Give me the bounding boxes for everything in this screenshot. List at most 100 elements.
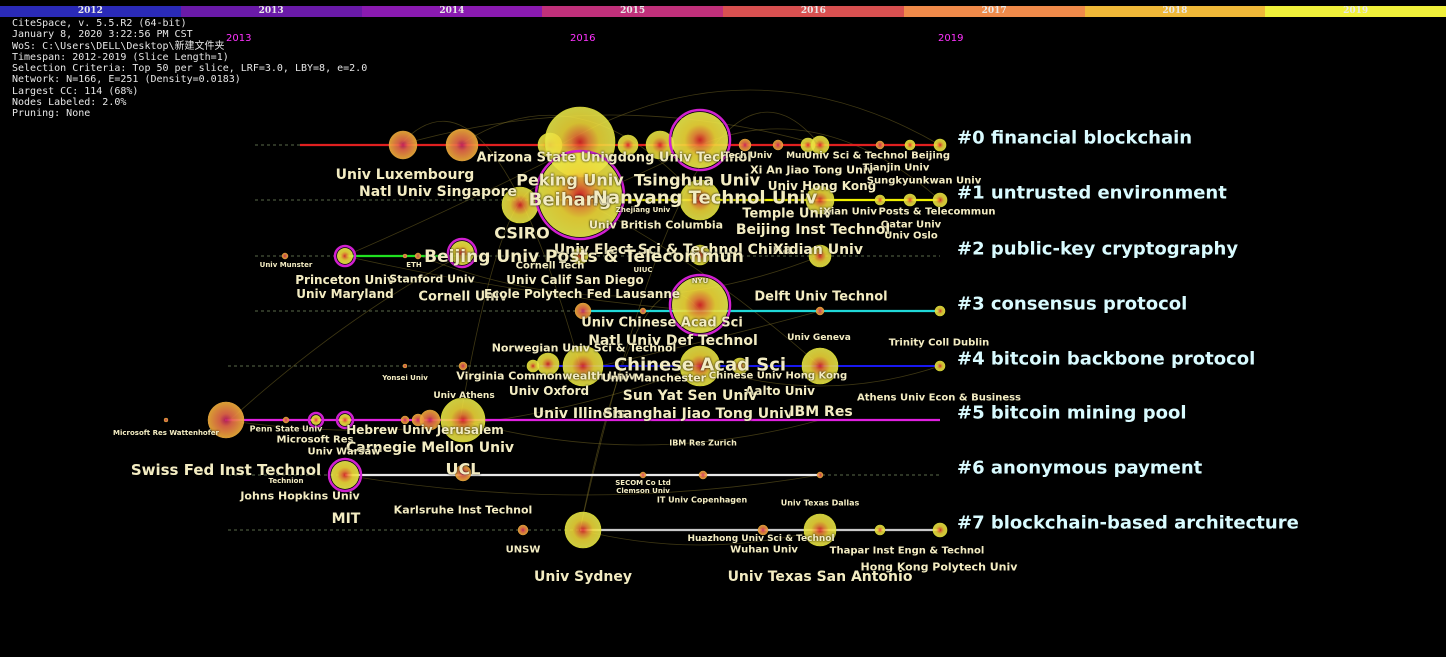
institution-label: Karlsruhe Inst Technol bbox=[393, 503, 533, 517]
institution-label: CSIRO bbox=[494, 223, 550, 243]
institution-label: Sun Yat Sen Univ bbox=[622, 388, 758, 404]
institution-label: SECOM Co Ltd bbox=[615, 479, 671, 487]
year-marker-2013: 2013 bbox=[226, 33, 252, 44]
cluster-label-4: #4 bitcoin backbone protocol bbox=[957, 348, 1256, 370]
institution-label: Univ Hong Kong bbox=[767, 179, 877, 193]
citation-link bbox=[344, 474, 821, 496]
institution-label: Beijing Univ Posts & Telecommun bbox=[424, 247, 744, 267]
citation-link bbox=[699, 365, 941, 387]
institution-label: Nanyang Technol Univ bbox=[592, 187, 818, 209]
timeline-year-2017: 2017 bbox=[903, 6, 1085, 17]
institution-label: IBM Res bbox=[789, 404, 853, 420]
citation-link bbox=[229, 255, 461, 421]
institution-label: Chinese Univ Hong Kong bbox=[708, 370, 848, 382]
node-ring-centrality bbox=[668, 273, 732, 337]
cluster-label-3: #3 consensus protocol bbox=[957, 293, 1188, 315]
cluster-label-2: #2 public-key cryptography bbox=[957, 238, 1239, 260]
institution-label: Beihang bbox=[528, 189, 612, 211]
timeline-year-2019: 2019 bbox=[1265, 6, 1446, 17]
institution-node bbox=[874, 194, 886, 206]
info-line: Network: N=166, E=251 (Density=0.0183) bbox=[12, 74, 241, 86]
institution-node bbox=[810, 135, 830, 155]
institution-label: Beijing Inst Technol bbox=[735, 222, 891, 238]
institution-label: Carnegie Mellon Univ bbox=[345, 440, 515, 456]
institution-label: Posts & Telecommun bbox=[878, 206, 996, 218]
institution-label: Hong Kong Polytech Univ bbox=[860, 560, 1018, 574]
institution-label: Univ Luxembourg bbox=[335, 167, 475, 183]
institution-node bbox=[454, 464, 472, 482]
institution-node bbox=[339, 414, 351, 426]
institution-node bbox=[400, 415, 410, 425]
institution-label: Univ Illinois bbox=[532, 406, 626, 422]
node-ring-centrality bbox=[333, 244, 357, 268]
institution-label: Clemson Univ bbox=[616, 487, 670, 495]
institution-label: Huazhong Univ Sci & Technol bbox=[687, 534, 835, 544]
info-line: Pruning: None bbox=[12, 108, 91, 120]
info-line: WoS: C:\Users\DELL\Desktop\新建文件夹 bbox=[12, 40, 225, 52]
institution-label: Princeton Univ bbox=[295, 273, 395, 287]
citation-link bbox=[559, 89, 941, 146]
institution-label: IBM Res Zurich bbox=[669, 438, 737, 448]
institution-node bbox=[574, 302, 592, 320]
institution-label: Univ Chinese Acad Sci bbox=[581, 315, 743, 331]
institution-label: Natl Univ Def Technol bbox=[588, 333, 758, 349]
institution-label: Univ Athens bbox=[433, 391, 495, 401]
institution-label: Yonsei Univ bbox=[382, 374, 428, 382]
institution-label: Shanghai Jiao Tong Univ bbox=[603, 406, 793, 422]
institution-label: NYU bbox=[691, 277, 709, 285]
node-ring-centrality bbox=[307, 411, 325, 429]
institution-label: Xian Univ bbox=[823, 206, 877, 218]
institution-node bbox=[458, 361, 468, 371]
institution-label: Univ Sydney bbox=[534, 569, 632, 585]
institution-label: Hebrew Univ Jerusalem bbox=[346, 423, 504, 437]
citation-link bbox=[419, 255, 821, 297]
timeline-year-2012: 2012 bbox=[0, 6, 181, 17]
institution-node bbox=[875, 140, 885, 150]
node-ring-centrality bbox=[446, 237, 478, 269]
institution-label: Univ Texas Dallas bbox=[780, 498, 860, 508]
institution-label: Cornell Univ bbox=[418, 289, 508, 305]
citation-link bbox=[579, 529, 821, 546]
institution-node bbox=[801, 347, 839, 385]
institution-node bbox=[564, 511, 602, 549]
institution-label: Athens Univ Econ & Business bbox=[857, 392, 1021, 404]
institution-node bbox=[536, 352, 560, 376]
institution-node bbox=[803, 513, 837, 547]
institution-label: Univ Oxford bbox=[508, 384, 590, 398]
citation-link bbox=[459, 419, 821, 446]
institution-label: Swiss Fed Inst Technol bbox=[130, 461, 322, 479]
institution-label: Univ Texas San Antonio bbox=[727, 569, 913, 585]
node-ring-centrality bbox=[327, 457, 363, 493]
institution-node bbox=[402, 363, 408, 369]
institution-label: Arizona State Univ bbox=[476, 150, 614, 166]
institution-label: gdong Univ Technol bbox=[608, 150, 752, 166]
institution-node bbox=[311, 415, 321, 425]
institution-node bbox=[731, 357, 749, 375]
institution-node bbox=[414, 252, 422, 260]
info-line: Timespan: 2012-2019 (Slice Length=1) bbox=[12, 51, 229, 63]
institution-label: Mur bbox=[786, 151, 806, 161]
institution-label: MIT bbox=[331, 511, 361, 527]
institution-node bbox=[932, 522, 948, 538]
institution-label: Microsoft Res bbox=[276, 434, 354, 446]
institution-node bbox=[517, 524, 529, 536]
info-line: Nodes Labeled: 2.0% bbox=[12, 97, 127, 109]
institution-node bbox=[904, 139, 916, 151]
institution-node bbox=[445, 128, 479, 162]
timeline-year-2015: 2015 bbox=[542, 6, 723, 17]
institution-node bbox=[402, 253, 408, 259]
institution-label: Penn State Univ bbox=[249, 424, 323, 434]
year-marker-2016: 2016 bbox=[570, 33, 596, 44]
institution-label: Chinese Acad Sci bbox=[613, 354, 787, 376]
institution-label: Univ Munster bbox=[259, 261, 313, 269]
institution-label: Univ British Columbia bbox=[588, 218, 724, 232]
institution-node bbox=[772, 139, 784, 151]
institution-label: UNSW bbox=[505, 544, 541, 556]
institution-label: Peking Univ bbox=[516, 170, 624, 190]
institution-label: Univ Manchester bbox=[601, 371, 707, 385]
info-line: January 8, 2020 3:22:56 PM CST bbox=[12, 29, 193, 41]
citation-link bbox=[599, 310, 821, 367]
info-line: Selection Criteria: Top 50 per slice, LR… bbox=[12, 63, 368, 75]
institution-node bbox=[672, 112, 728, 168]
